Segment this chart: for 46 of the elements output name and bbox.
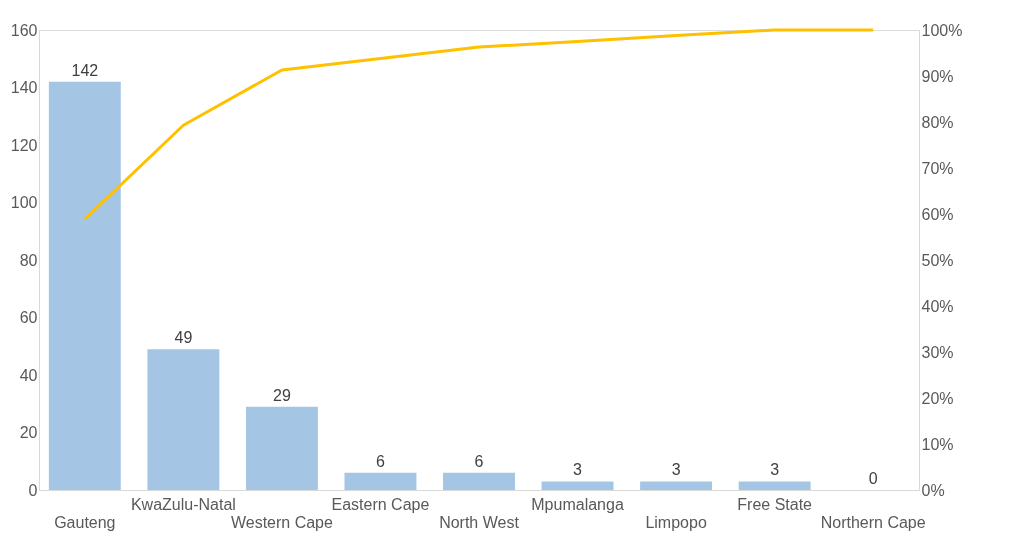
- y2-tick-label: 90%: [921, 67, 954, 85]
- x-tick-label: KwaZulu-Natal: [130, 495, 236, 513]
- y2-tick-label: 80%: [921, 113, 954, 131]
- y2-tick-label: 10%: [921, 435, 954, 453]
- y2-tick-label: 60%: [921, 205, 954, 223]
- bar: [640, 481, 713, 490]
- y-tick-label: 80: [19, 251, 38, 269]
- y-tick-label: 0: [28, 481, 38, 499]
- x-tick-label: Mpumalanga: [531, 495, 624, 513]
- x-tick-label: Northern Cape: [820, 513, 926, 531]
- bar: [541, 481, 614, 490]
- data-label: 29: [273, 386, 291, 404]
- y2-tick-label: 20%: [921, 389, 954, 407]
- data-label: 0: [868, 470, 878, 487]
- data-label: 142: [71, 61, 99, 79]
- bar: [443, 472, 515, 490]
- y-tick-label: 140: [10, 79, 38, 96]
- y2-tick-label: 100%: [921, 21, 963, 39]
- x-tick-label: Gauteng: [54, 513, 116, 531]
- y-tick-label: 60: [19, 309, 38, 326]
- y-tick-label: 120: [10, 136, 38, 154]
- x-tick-label: Free State: [737, 495, 813, 513]
- data-label: 3: [573, 461, 583, 479]
- y2-tick-label: 70%: [921, 159, 954, 177]
- bar: [738, 481, 811, 490]
- data-label: 3: [671, 461, 681, 479]
- y2-tick-label: 40%: [921, 297, 954, 315]
- y-tick-label: 20: [19, 424, 38, 441]
- data-label: 3: [770, 461, 780, 479]
- bar: [48, 81, 121, 490]
- data-label: 6: [376, 452, 385, 470]
- data-label: 49: [174, 329, 193, 347]
- y-tick-label: 100: [10, 194, 38, 211]
- x-tick-label: Western Cape: [230, 513, 333, 531]
- y2-tick-label: 50%: [921, 251, 954, 269]
- bar: [147, 349, 220, 490]
- data-label: 6: [474, 452, 484, 470]
- y2-tick-label: 30%: [921, 343, 954, 361]
- x-tick-label: North West: [439, 513, 520, 531]
- y-tick-label: 160: [10, 21, 38, 39]
- bar: [344, 472, 417, 490]
- y2-tick-label: 0%: [921, 481, 945, 499]
- x-tick-label: Eastern Cape: [331, 495, 430, 513]
- bar: [245, 406, 318, 490]
- x-tick-label: Limpopo: [645, 513, 707, 531]
- y-tick-label: 40: [19, 366, 38, 384]
